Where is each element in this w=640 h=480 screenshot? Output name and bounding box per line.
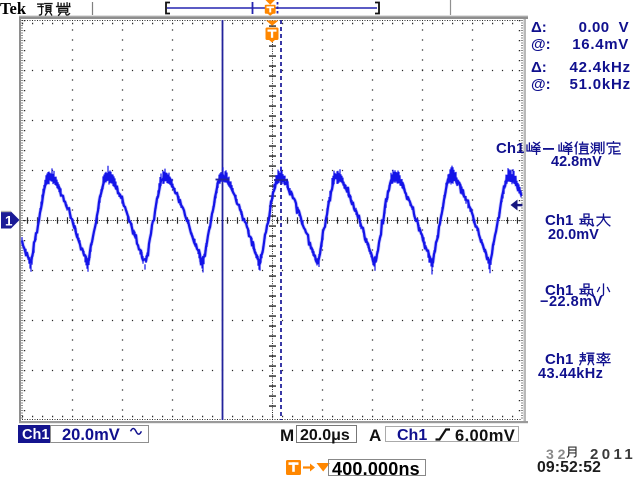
svg-text:1: 1 — [5, 214, 13, 229]
